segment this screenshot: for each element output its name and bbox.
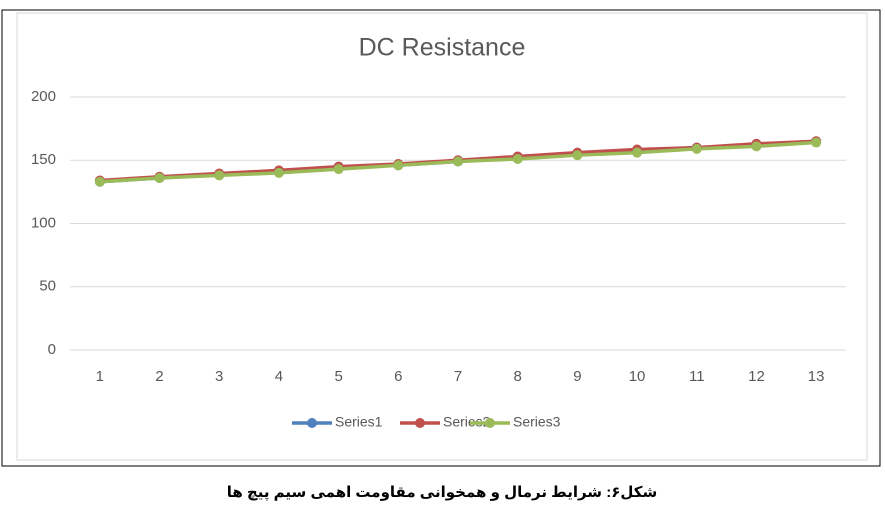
legend-marker [307, 418, 317, 428]
y-tick-label: 150 [31, 151, 56, 168]
data-point [572, 150, 583, 161]
x-tick-label: 12 [748, 368, 765, 385]
x-tick-label: 4 [275, 368, 283, 385]
data-point [811, 137, 822, 148]
data-point [214, 170, 225, 181]
chart-area [16, 12, 868, 461]
x-tick-label: 9 [573, 368, 581, 385]
legend-label: Series3 [513, 414, 561, 430]
legend-marker [415, 418, 425, 428]
legend-label: Series2 [443, 414, 491, 430]
x-tick-label: 10 [629, 368, 646, 385]
data-point [691, 143, 702, 154]
data-point [154, 172, 165, 183]
x-tick-label: 8 [514, 368, 522, 385]
y-tick-label: 0 [48, 341, 56, 358]
data-point [94, 176, 105, 187]
data-point [393, 160, 404, 171]
y-tick-label: 100 [31, 214, 56, 231]
data-point [273, 167, 284, 178]
frame [1, 9, 881, 467]
data-point [632, 147, 643, 158]
y-tick-label: 200 [31, 88, 56, 105]
y-tick-label: 50 [39, 278, 56, 295]
legend-label: Series1 [335, 414, 383, 430]
data-point [751, 141, 762, 152]
x-tick-label: 11 [689, 368, 705, 385]
x-tick-label: 5 [334, 368, 342, 385]
x-tick-label: 7 [454, 368, 462, 385]
data-point [512, 153, 523, 164]
chart-title: DC Resistance [359, 34, 526, 62]
caption: شکل۶: شرایط نرمال و همخوانی مقاومت اهمی … [227, 484, 658, 502]
x-tick-label: 6 [394, 368, 402, 385]
data-point [453, 156, 463, 167]
legend-marker [485, 418, 495, 428]
x-tick-label: 13 [808, 368, 825, 385]
x-tick-label: 1 [96, 368, 104, 385]
x-tick-label: 2 [155, 368, 163, 385]
x-tick-label: 3 [215, 368, 223, 385]
data-point [333, 164, 344, 175]
